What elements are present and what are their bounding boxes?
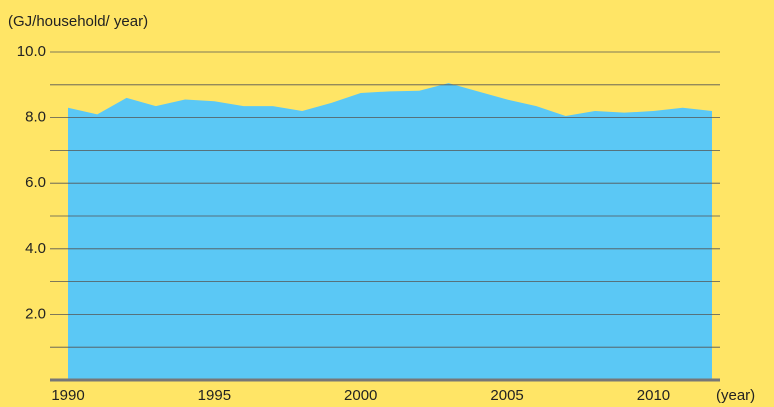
y-tick-label: 10.0	[17, 43, 46, 60]
x-tick-label: 1990	[51, 387, 84, 404]
y-tick-label: 2.0	[25, 305, 46, 322]
y-axis-label: (GJ/household/ year)	[8, 13, 148, 30]
x-axis-label: (year)	[716, 387, 755, 404]
y-tick-label: 6.0	[25, 174, 46, 191]
x-tick-label: 1995	[198, 387, 231, 404]
area	[68, 83, 712, 380]
x-tick-label: 2010	[637, 387, 670, 404]
x-tick-label: 2005	[490, 387, 523, 404]
x-tick-label: 2000	[344, 387, 377, 404]
y-tick-label: 8.0	[25, 109, 46, 126]
y-tick-label: 4.0	[25, 240, 46, 257]
